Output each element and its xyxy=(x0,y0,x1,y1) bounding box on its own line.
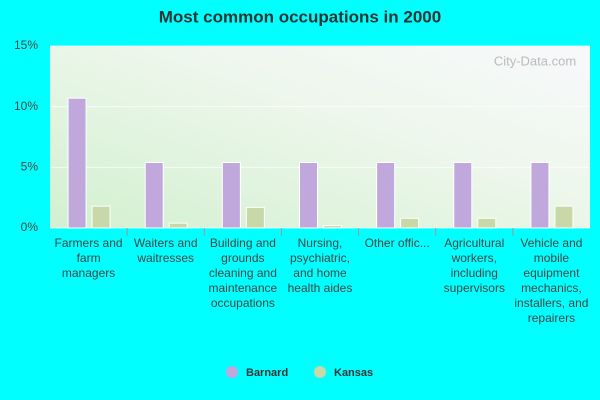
plot-area xyxy=(50,46,590,228)
x-tick-label: Vehicle and mobile equipment mechanics, … xyxy=(514,236,589,325)
bar xyxy=(554,205,574,229)
x-tick-label: Nursing, psychiatric, and home health ai… xyxy=(287,236,353,295)
chart-title: Most common occupations in 2000 xyxy=(159,7,441,26)
legend-swatch xyxy=(314,366,326,378)
bar xyxy=(245,206,265,229)
bar xyxy=(376,161,396,229)
legend-label: Kansas xyxy=(334,367,373,379)
y-tick-label: 5% xyxy=(21,160,39,174)
y-tick-label: 10% xyxy=(14,99,38,113)
legend-swatch xyxy=(226,366,238,378)
x-tick-label: Waiters and waitresses xyxy=(133,236,198,265)
bar xyxy=(400,217,420,229)
bar xyxy=(144,161,164,229)
bar xyxy=(477,217,497,229)
x-tick-label: Farmers and farm managers xyxy=(54,236,123,280)
bar xyxy=(530,161,550,229)
bar xyxy=(91,205,111,229)
y-tick-label: 0% xyxy=(21,220,39,234)
bar xyxy=(453,161,473,229)
x-tick-label: Building and grounds cleaning and mainte… xyxy=(208,236,278,310)
bar xyxy=(323,225,342,229)
bar xyxy=(67,97,87,229)
bar xyxy=(221,161,241,229)
bar xyxy=(299,161,318,229)
y-tick-label: 15% xyxy=(14,38,38,52)
bar xyxy=(168,222,188,229)
x-tick-label: Other offic... xyxy=(364,236,430,250)
watermark: City-Data.com xyxy=(494,53,576,68)
legend-label: Barnard xyxy=(246,367,288,379)
x-tick-label: Agricultural workers, including supervis… xyxy=(443,236,505,295)
